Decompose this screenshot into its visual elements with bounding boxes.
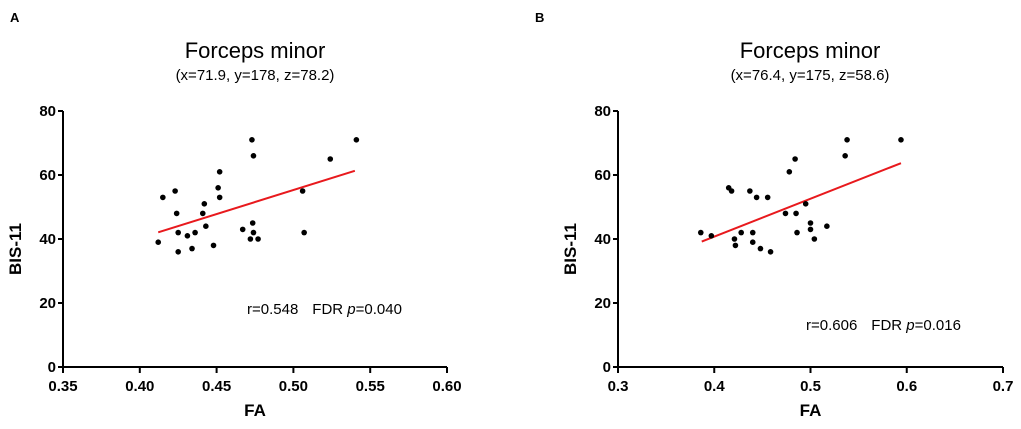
data-point xyxy=(782,210,789,217)
data-point xyxy=(250,153,257,159)
data-point xyxy=(250,229,257,236)
chart-title: Forceps minor xyxy=(740,38,881,63)
data-point xyxy=(192,229,198,236)
x-tick-label: 0.35 xyxy=(48,378,77,395)
y-tick-label: 0 xyxy=(603,359,611,376)
y-tick-label: 20 xyxy=(594,295,611,312)
y-axis-label: BIS-11 xyxy=(6,223,25,275)
y-tick-label: 80 xyxy=(594,103,611,120)
fdr-label: FDR xyxy=(312,301,347,318)
data-point xyxy=(215,185,221,191)
data-point xyxy=(786,169,793,175)
y-axis-label: BIS-11 xyxy=(561,223,580,275)
data-point xyxy=(199,210,206,217)
data-point xyxy=(757,245,764,252)
stats-annotation: r=0.548 FDR p=0.040 xyxy=(247,301,402,318)
chart-subtitle: (x=71.9, y=178, z=78.2) xyxy=(176,67,335,84)
data-point xyxy=(747,188,753,194)
y-tick-label: 20 xyxy=(39,295,56,312)
data-point xyxy=(811,236,818,242)
x-axis-label: FA xyxy=(244,401,266,420)
data-point xyxy=(842,153,848,159)
x-tick-label: 0.55 xyxy=(356,378,385,395)
fdr-label: FDR xyxy=(871,317,906,334)
data-point xyxy=(749,229,756,236)
data-point xyxy=(753,194,760,201)
data-point xyxy=(898,137,904,143)
data-point xyxy=(255,236,261,242)
y-tick-label: 60 xyxy=(594,167,611,184)
panel-letter: A xyxy=(10,10,20,25)
data-point xyxy=(247,236,254,242)
data-point xyxy=(299,188,306,194)
stats-annotation: r=0.606 FDR p=0.016 xyxy=(806,317,961,334)
chart-panel-b: B Forceps minor (x=76.4, y=175, z=58.6) 0 20… xyxy=(535,10,1013,420)
data-point xyxy=(216,194,223,201)
r-value: r=0.548 xyxy=(247,301,298,318)
p-symbol: p xyxy=(905,317,914,334)
data-point xyxy=(824,223,830,229)
x-tick-label: 0.60 xyxy=(432,378,461,395)
r-value: r=0.606 xyxy=(806,317,857,334)
p-value: =0.040 xyxy=(356,301,402,318)
data-point xyxy=(767,249,774,255)
data-point xyxy=(184,233,191,239)
y-tick-label: 40 xyxy=(594,231,611,248)
x-tick-label: 0.3 xyxy=(608,378,629,395)
data-point xyxy=(249,137,255,143)
data-point xyxy=(239,226,246,233)
regression-line xyxy=(157,169,356,234)
chart-subtitle: (x=76.4, y=175, z=58.6) xyxy=(731,67,890,84)
data-point xyxy=(794,229,800,236)
data-point xyxy=(738,229,744,236)
chart-title: Forceps minor xyxy=(185,38,326,63)
p-value: =0.016 xyxy=(915,317,961,334)
data-point xyxy=(201,201,208,207)
data-point xyxy=(802,201,809,207)
regression-line xyxy=(701,162,902,243)
x-tick-label: 0.5 xyxy=(800,378,821,395)
data-point xyxy=(175,249,181,255)
data-point xyxy=(155,239,162,245)
data-point xyxy=(844,137,850,143)
data-point xyxy=(731,236,738,242)
data-point xyxy=(172,188,178,194)
data-point xyxy=(203,223,209,229)
data-point xyxy=(301,229,307,236)
data-point xyxy=(249,220,256,226)
data-point xyxy=(327,156,334,162)
x-tick-label: 0.45 xyxy=(202,378,231,395)
y-tick-label: 60 xyxy=(39,167,56,184)
x-tick-label: 0.40 xyxy=(125,378,154,395)
data-point xyxy=(353,137,360,143)
data-point xyxy=(173,210,180,217)
x-tick-label: 0.4 xyxy=(704,378,726,395)
data-point xyxy=(807,226,814,233)
y-tick-label: 80 xyxy=(39,103,56,120)
data-point xyxy=(764,194,771,201)
data-point xyxy=(792,156,798,162)
x-tick-label: 0.6 xyxy=(896,378,917,395)
x-tick-label: 0.7 xyxy=(993,378,1014,395)
data-point xyxy=(749,239,756,245)
data-point xyxy=(216,169,223,175)
data-point xyxy=(697,229,704,236)
data-point xyxy=(210,242,217,249)
p-symbol: p xyxy=(346,301,355,318)
panel-letter: B xyxy=(535,10,544,25)
data-point xyxy=(732,242,739,249)
x-axis-label: FA xyxy=(800,401,822,420)
data-point xyxy=(708,233,715,239)
x-tick-label: 0.50 xyxy=(279,378,308,395)
data-point xyxy=(807,220,814,226)
data-point xyxy=(160,194,166,201)
data-point xyxy=(189,245,195,252)
data-point xyxy=(728,188,735,194)
data-point xyxy=(175,229,181,236)
y-tick-label: 40 xyxy=(39,231,56,248)
data-point xyxy=(793,210,799,217)
y-tick-label: 0 xyxy=(48,359,56,376)
chart-panel-a: A Forceps minor (x=71.9, y=178, z=78.2) 0 20… xyxy=(6,10,462,420)
